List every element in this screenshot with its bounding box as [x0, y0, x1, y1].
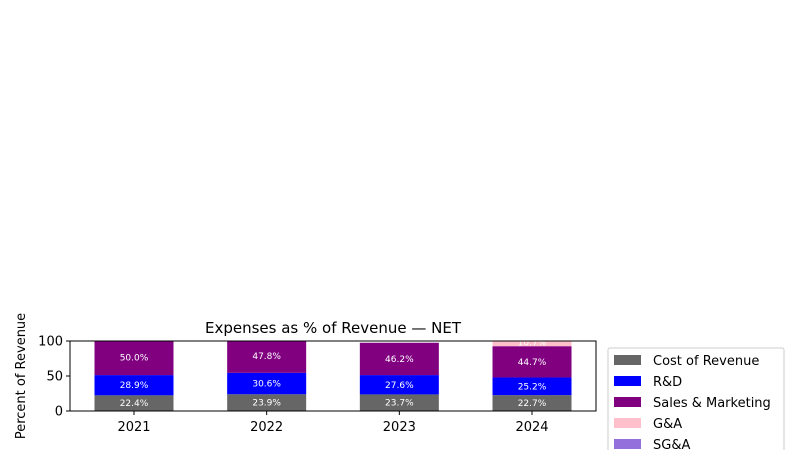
bar-data-label: 23.7%	[385, 399, 414, 409]
bar-segment	[227, 372, 307, 395]
bars-group	[94, 341, 572, 411]
legend: Cost of Revenue R&D Sales & Marketing G&A SG…	[607, 347, 785, 450]
bar-data-label: 23.9%	[252, 399, 281, 409]
legend-entry-label: R&D	[653, 375, 682, 390]
bar-segment	[94, 395, 174, 411]
bar-segment	[94, 341, 174, 376]
bar-segment	[492, 346, 572, 378]
bar-data-label: 22.4%	[120, 399, 149, 409]
y-tick-label: 50	[46, 370, 63, 385]
bar-segment	[227, 394, 307, 411]
legend-swatch	[614, 355, 641, 365]
bar-segment	[492, 341, 572, 347]
bar-segment	[94, 375, 174, 396]
y-axis: 0 50 100	[38, 335, 70, 420]
bar-data-label: 27.6%	[385, 381, 414, 391]
x-tick-label: 2021	[117, 420, 150, 435]
x-tick-label: 2024	[515, 420, 548, 435]
legend-swatch	[614, 397, 641, 407]
bar-data-label: 28.9%	[120, 381, 149, 391]
bar-data-label: 22.7%	[518, 399, 547, 409]
legend-swatch	[614, 418, 641, 428]
bar-segment	[359, 375, 439, 395]
legend-frame	[607, 347, 785, 450]
legend-swatch	[614, 439, 641, 449]
legend-entry-label: SG&A	[653, 438, 690, 450]
bar-data-label: 25.2%	[518, 382, 547, 392]
bar-segment	[359, 342, 439, 376]
bar-data-label: 30.6%	[252, 380, 281, 390]
bar-data-label: 47.8%	[252, 352, 281, 362]
legend-entry-label: Sales & Marketing	[653, 396, 771, 411]
bar-data-label: 50.0%	[120, 354, 149, 364]
y-tick-label: 0	[55, 405, 63, 420]
bar-segment	[492, 395, 572, 411]
bar-data-label: 46.2%	[385, 355, 414, 365]
bar-segment	[227, 341, 307, 373]
x-axis: 2021 2022 2023 2024	[117, 411, 549, 435]
y-axis-label: Percent of Revenue	[14, 313, 29, 439]
legend-swatch	[614, 376, 641, 386]
bar-segment	[359, 394, 439, 411]
y-tick-label: 100	[38, 335, 63, 350]
x-tick-label: 2022	[250, 420, 283, 435]
bar-labels-group: 22.4% 28.9% 50.0% 23.9% 30.6% 47.8% 23.7% 27.6%…	[120, 338, 547, 409]
chart-title: Expenses as % of Revenue — NET	[205, 319, 462, 337]
legend-entry-label: Cost of Revenue	[653, 354, 759, 369]
bar-segment	[492, 377, 572, 396]
x-tick-label: 2023	[383, 420, 416, 435]
bar-data-label: 44.7%	[518, 358, 547, 368]
legend-entry-label: G&A	[653, 417, 682, 432]
bar-data-label: 10.7%	[518, 338, 547, 348]
